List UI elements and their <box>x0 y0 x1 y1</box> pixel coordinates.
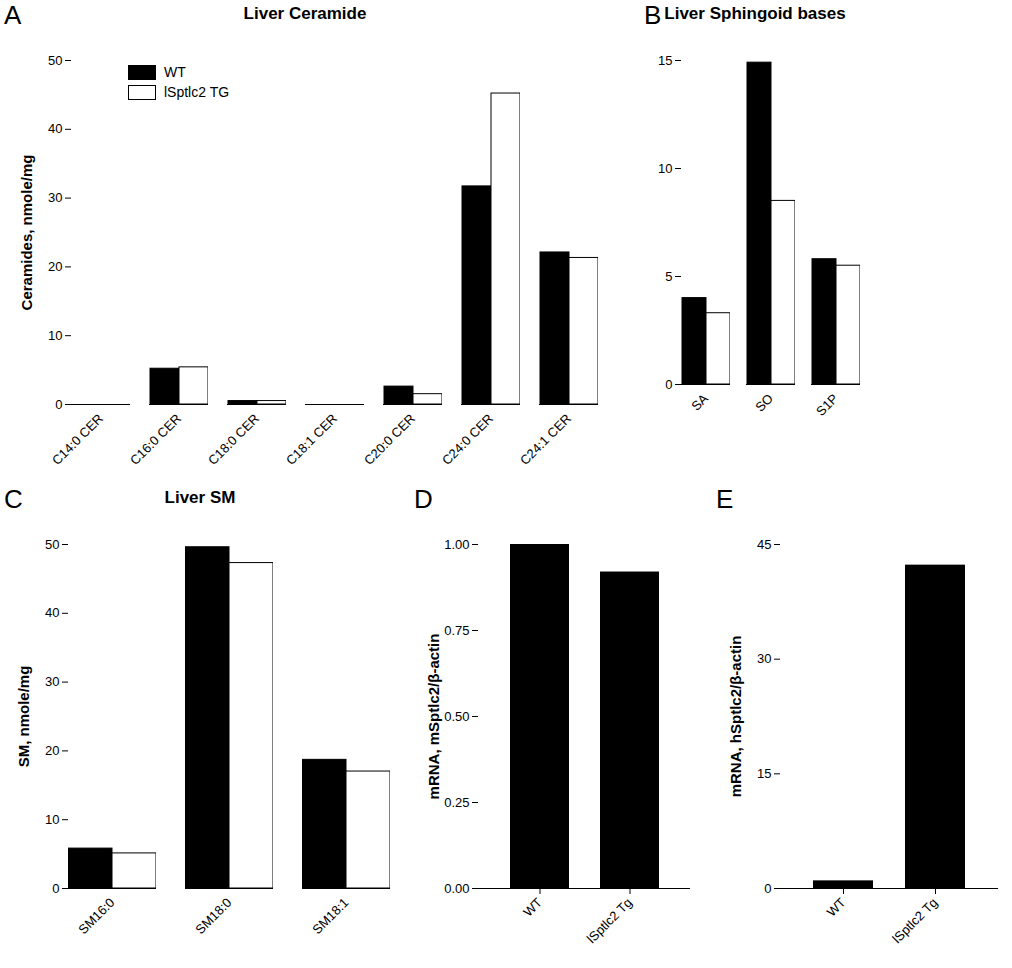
svg-text:WT: WT <box>520 895 545 920</box>
html-text:WT: WT <box>164 64 186 80</box>
svg-text:0.75: 0.75 <box>444 623 469 638</box>
svg-text:50: 50 <box>48 53 62 68</box>
html-text:lSptlc2 TG: lSptlc2 TG <box>164 84 230 100</box>
svg-text:C24:1 CER: C24:1 CER <box>517 411 574 468</box>
svg-text:50: 50 <box>45 537 59 552</box>
svg-text:15: 15 <box>658 53 672 68</box>
svg-text:30: 30 <box>45 674 59 689</box>
svg-text:C24:0 CER: C24:0 CER <box>439 411 496 468</box>
svg-text:15: 15 <box>757 766 771 781</box>
html-text:Liver Ceramide: Liver Ceramide <box>243 4 367 23</box>
svg-text:SO: SO <box>752 391 776 415</box>
svg-text:C16:0 CER: C16:0 CER <box>127 411 184 468</box>
svg-text:mRNA, hSptlc2/β-actin: mRNA, hSptlc2/β-actin <box>727 636 744 798</box>
svg-text:C14:0 CER: C14:0 CER <box>49 411 106 468</box>
svg-text:S1P: S1P <box>813 391 841 419</box>
svg-text:SM, nmole/mg: SM, nmole/mg <box>15 666 32 768</box>
svg-text:20: 20 <box>48 259 62 274</box>
html-text:Liver SM: Liver SM <box>164 488 236 507</box>
svg-text:0: 0 <box>764 881 771 896</box>
svg-text:lSptlc2 Tg: lSptlc2 Tg <box>584 895 635 946</box>
svg-text:WT: WT <box>824 895 849 920</box>
svg-text:SA: SA <box>688 391 711 414</box>
svg-text:40: 40 <box>48 121 62 136</box>
svg-text:0.00: 0.00 <box>444 881 469 896</box>
html-text:D: D <box>414 484 433 514</box>
svg-text:SM18:0: SM18:0 <box>192 895 234 937</box>
svg-text:1.00: 1.00 <box>444 537 469 552</box>
svg-text:C20:0 CER: C20:0 CER <box>361 411 418 468</box>
svg-text:10: 10 <box>658 161 672 176</box>
svg-text:0: 0 <box>55 397 62 412</box>
svg-text:SM18:1: SM18:1 <box>309 895 351 937</box>
svg-text:0.50: 0.50 <box>444 709 469 724</box>
svg-text:10: 10 <box>45 812 59 827</box>
html-text:E: E <box>716 484 734 514</box>
svg-text:C18:1 CER: C18:1 CER <box>283 411 340 468</box>
svg-text:30: 30 <box>757 651 771 666</box>
svg-text:0: 0 <box>665 377 672 392</box>
svg-text:5: 5 <box>665 269 672 284</box>
svg-text:20: 20 <box>45 743 59 758</box>
html-text:Liver Sphingoid bases: Liver Sphingoid bases <box>664 4 846 23</box>
svg-text:Ceramides, nmole/mg: Ceramides, nmole/mg <box>18 155 35 311</box>
html-text:A: A <box>4 0 22 30</box>
svg-text:45: 45 <box>757 537 771 552</box>
html-text:B: B <box>644 0 662 30</box>
svg-text:40: 40 <box>45 605 59 620</box>
svg-text:10: 10 <box>48 328 62 343</box>
svg-text:0.25: 0.25 <box>444 795 469 810</box>
svg-text:C18:0 CER: C18:0 CER <box>205 411 262 468</box>
svg-text:SM16:0: SM16:0 <box>75 895 117 937</box>
html-text:C: C <box>4 484 23 514</box>
svg-text:mRNA, mSptlc2/β-actin: mRNA, mSptlc2/β-actin <box>425 634 442 800</box>
svg-text:0: 0 <box>52 881 59 896</box>
svg-text:30: 30 <box>48 190 62 205</box>
svg-text:lSptlc2 Tg: lSptlc2 Tg <box>889 895 940 946</box>
